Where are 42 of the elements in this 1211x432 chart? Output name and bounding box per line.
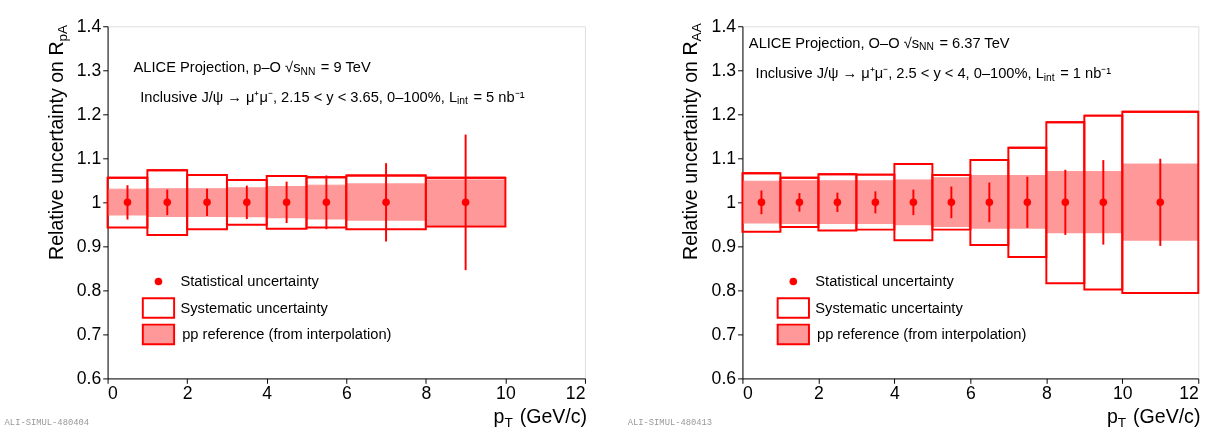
text: ALI-SIMUL-480404 [4, 418, 90, 429]
x-tick-label: 8 [1041, 383, 1052, 404]
x-tick-label: 2 [182, 383, 193, 404]
legend-label: Statistical uncertainty [815, 273, 955, 290]
y-tick-label: 0.9 [76, 235, 102, 256]
legend-label: pp reference (from interpolation) [816, 326, 1027, 343]
y-tick-label: 0.6 [76, 367, 102, 388]
legend-label: Systematic uncertainty [180, 299, 329, 316]
y-tick-label: 1.1 [76, 147, 102, 168]
y-tick-label: 1.2 [76, 103, 102, 124]
text: ALI-SIMUL-480413 [627, 418, 713, 429]
y-tick-label: 1 [91, 191, 102, 212]
x-tick-label: 6 [341, 383, 352, 404]
y-tick-label: 1.4 [711, 15, 737, 36]
x-tick-label: 6 [965, 383, 976, 404]
legend-label: Systematic uncertainty [815, 299, 964, 316]
x-tick-label: 8 [421, 383, 432, 404]
y-tick-label: 1.3 [711, 59, 737, 80]
y-tick-label: 0.6 [711, 367, 737, 388]
x-tick-label: 2 [814, 383, 824, 404]
y-tick-label: 0.8 [711, 279, 737, 300]
legend-label: pp reference (from interpolation) [182, 326, 392, 343]
x-tick-label: 4 [262, 383, 273, 404]
y-tick-label: 0.7 [711, 323, 737, 344]
y-tick-label: 1.2 [711, 103, 737, 124]
x-tick-label: 10 [1113, 383, 1133, 404]
x-tick-label: 12 [1179, 383, 1199, 404]
y-axis-title: Relative uncertainty on RAA [679, 22, 705, 260]
x-tick-label: 12 [565, 383, 586, 404]
y-tick-label: 1.4 [76, 15, 102, 36]
y-tick-label: 0.8 [76, 279, 102, 300]
y-tick-label: 1.1 [711, 147, 737, 168]
y-tick-label: 0.9 [711, 235, 737, 256]
y-axis-title: Relative uncertainty on RpA [44, 23, 70, 260]
y-tick-label: 0.7 [76, 323, 102, 344]
x-tick-label: 10 [496, 383, 516, 404]
legend-label: Statistical uncertainty [180, 273, 320, 290]
y-tick-label: 1.3 [76, 59, 102, 80]
x-tick-label: 0 [742, 383, 753, 404]
x-tick-label: 0 [108, 383, 119, 404]
y-tick-label: 1 [726, 191, 737, 212]
x-tick-label: 4 [889, 383, 900, 404]
